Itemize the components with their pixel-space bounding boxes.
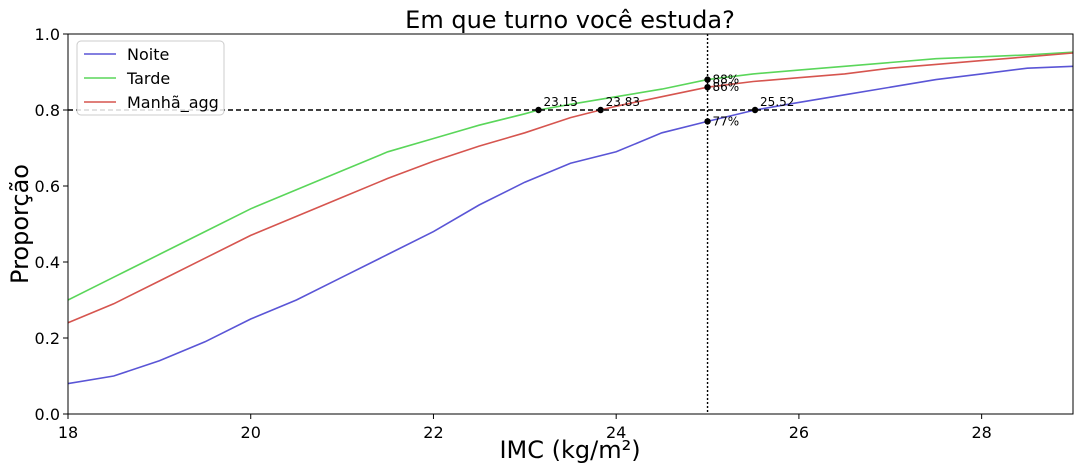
x-axis-label: IMC (kg/m²) — [499, 436, 640, 464]
x-tick-label-3: 24 — [606, 423, 626, 442]
chart-title: Em que turno você estuda? — [405, 6, 735, 34]
y-tick-label-0: 0.0 — [35, 405, 60, 424]
legend-box — [76, 40, 225, 116]
marker-point-5 — [704, 118, 711, 125]
x-tick-label-2: 22 — [423, 423, 443, 442]
legend-label-1: Tarde — [126, 69, 170, 88]
marker-point-2 — [751, 106, 759, 114]
marker-point-3 — [704, 76, 711, 83]
marker-point-0 — [535, 106, 542, 114]
marker-label-5: 77% — [713, 114, 740, 128]
x-tick-label-0: 18 — [58, 423, 78, 442]
series-line-1 — [68, 51, 1073, 301]
legend-label-2: Manhã_agg — [127, 93, 219, 113]
legend: Noite Tarde Manhã_agg — [76, 40, 225, 116]
series-line-2 — [68, 52, 1073, 324]
marker-label-4: 86% — [713, 80, 740, 94]
x-tick-label-1: 20 — [241, 423, 261, 442]
legend-label-0: Noite — [127, 45, 169, 64]
marker-label-0: 23.15 — [544, 95, 578, 109]
y-tick-label-3: 0.6 — [35, 177, 60, 196]
x-tick-label-5: 28 — [971, 423, 991, 442]
y-axis-label: Proporção — [6, 164, 34, 284]
marker-label-3: 88% — [713, 73, 740, 87]
series-line-0 — [68, 65, 1073, 385]
y-tick-label-4: 0.8 — [35, 101, 60, 120]
marker-label-2: 25.52 — [760, 95, 794, 109]
y-tick-label-1: 0.2 — [35, 329, 60, 348]
marker-label-1: 23.83 — [606, 95, 640, 109]
axes-frame — [67, 33, 1074, 415]
y-tick-label-2: 0.4 — [35, 253, 60, 272]
marker-point-4 — [704, 84, 711, 91]
y-tick-label-5: 1.0 — [35, 25, 60, 44]
x-tick-label-4: 26 — [789, 423, 809, 442]
marker-point-1 — [597, 106, 604, 114]
plot-area: 23.15 23.83 25.52 88%86% 77% 18 20 22 24 26 28 0.0 0… — [35, 25, 1074, 442]
